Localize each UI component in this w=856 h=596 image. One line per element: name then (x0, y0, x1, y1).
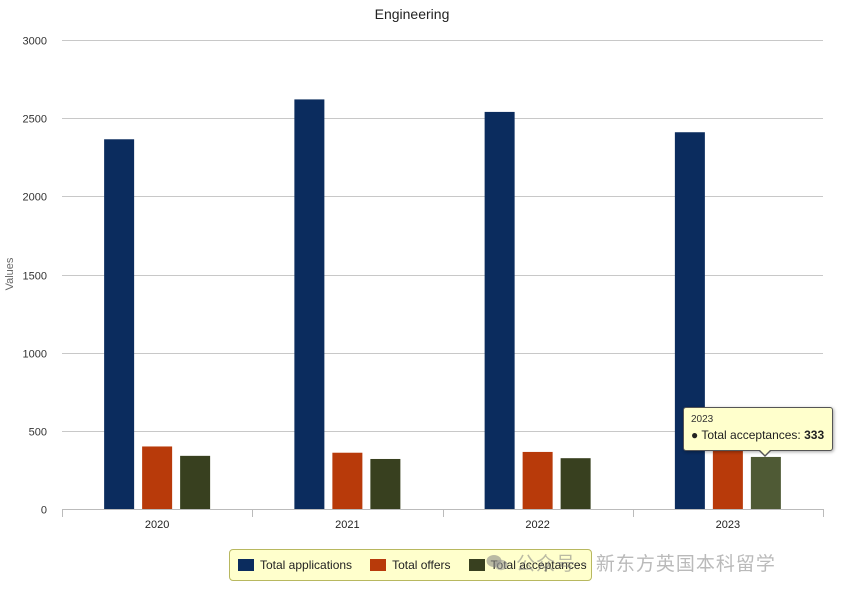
tooltip-line: ● Total acceptances: 333 (691, 428, 825, 442)
bar-total-offers-2021[interactable] (332, 452, 363, 509)
bar-total-offers-2020[interactable] (142, 446, 173, 509)
bar-total-applications-2021[interactable] (294, 99, 325, 509)
legend-label: Total applications (260, 558, 353, 572)
tooltip-arrow-fill (759, 449, 771, 455)
legend-item[interactable]: Total applications (238, 558, 352, 572)
legend: Total applications Total offers Total acce… (229, 549, 592, 581)
legend-swatch (468, 559, 485, 571)
y-tick-label: 1000 (23, 349, 47, 361)
bar-total-acceptances-2020[interactable] (180, 455, 211, 509)
legend-item[interactable]: Total acceptances (468, 558, 587, 572)
y-axis-label: Values (4, 257, 16, 290)
x-tick-label: 2022 (525, 519, 549, 531)
gridlines (62, 40, 823, 432)
y-tick-label: 0 (41, 505, 47, 517)
bar-total-offers-2023[interactable] (712, 449, 743, 509)
tooltip: 2023 ● Total acceptances: 333 (683, 407, 833, 451)
legend-label: Total acceptances (490, 558, 587, 572)
bar-total-applications-2022[interactable] (484, 111, 515, 509)
x-tick-label: 2023 (716, 519, 740, 531)
bar-total-applications-2023[interactable] (674, 132, 705, 509)
x-tick-label: 2021 (335, 519, 359, 531)
y-axis-ticks: 0 500 1000 1500 2000 2500 3000 (23, 36, 47, 517)
y-tick-label: 2500 (23, 114, 47, 126)
y-tick-label: 2000 (23, 192, 47, 204)
watermark-text: 公众号 · 新东方英国本科留学 (516, 554, 776, 575)
bar-total-acceptances-2021[interactable] (370, 458, 401, 509)
y-tick-label: 1500 (23, 271, 47, 283)
x-axis: 2020 2021 2022 2023 (62, 509, 824, 531)
x-tick-label: 2020 (145, 519, 169, 531)
y-tick-label: 3000 (23, 36, 47, 48)
tooltip-label: Total acceptances: (701, 428, 801, 442)
legend-label: Total offers (392, 558, 451, 572)
watermark: 公众号 · 新东方英国本科留学 (486, 549, 776, 576)
bars-group (104, 99, 781, 509)
legend-swatch (238, 559, 254, 571)
bar-total-offers-2022[interactable] (522, 451, 553, 509)
bar-total-applications-2020[interactable] (104, 139, 135, 509)
tooltip-year: 2023 (691, 414, 714, 425)
wechat-icon (486, 554, 508, 572)
bar-total-acceptances-2023[interactable] (750, 456, 781, 509)
legend-item[interactable]: Total offers (370, 558, 451, 572)
y-tick-label: 500 (29, 427, 47, 439)
chart-title: Engineering (375, 6, 450, 22)
bar-total-acceptances-2022[interactable] (560, 458, 591, 509)
tooltip-value: 333 (804, 428, 825, 442)
legend-swatch (370, 559, 387, 571)
tooltip-bullet: ● (691, 428, 699, 442)
